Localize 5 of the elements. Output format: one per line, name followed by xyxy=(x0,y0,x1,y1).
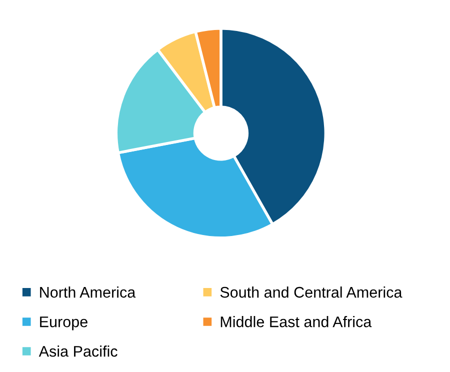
legend-label: Middle East and Africa xyxy=(220,316,372,328)
legend-label: Asia Pacific xyxy=(38,346,118,357)
legend-label: North America xyxy=(40,286,136,298)
legend-label: Europe xyxy=(40,316,88,330)
legend-label: South and Central America xyxy=(220,286,402,298)
